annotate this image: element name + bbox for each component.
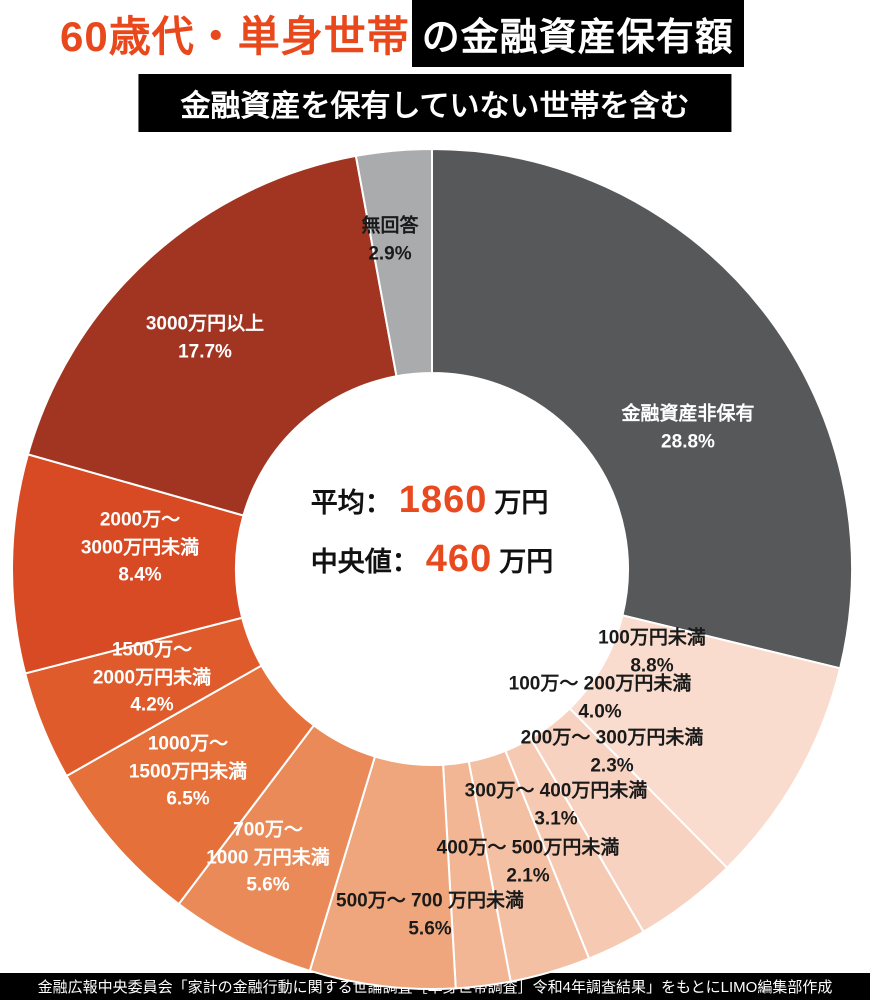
- donut-center-hole: [236, 373, 628, 765]
- donut-chart-svg: [11, 147, 854, 990]
- average-label: 平均：: [310, 488, 392, 518]
- average-value: 1860: [398, 479, 488, 521]
- center-stats: 平均： 1860 万円 中央値： 460 万円: [311, 479, 553, 581]
- median-row: 中央値： 460 万円: [311, 538, 553, 581]
- page-title: 60歳代・単身世帯 の金融資産保有額: [60, 0, 744, 67]
- average-row: 平均： 1860 万円: [311, 479, 549, 522]
- title-rest: の金融資産保有額: [411, 0, 744, 67]
- median-unit: 万円: [499, 547, 554, 577]
- median-label: 中央値：: [310, 547, 419, 577]
- donut-chart: 金融資産非保有 28.8% 100万円未満 8.8% 100万〜 200万円未満 4.0%…: [5, 142, 859, 996]
- subtitle-text: 金融資産を保有していない世帯を含む: [180, 90, 690, 123]
- average-unit: 万円: [494, 488, 549, 518]
- subtitle-banner: 金融資産を保有していない世帯を含む: [138, 74, 732, 132]
- title-highlight: 60歳代・単身世帯: [60, 13, 410, 60]
- median-value: 460: [425, 538, 493, 580]
